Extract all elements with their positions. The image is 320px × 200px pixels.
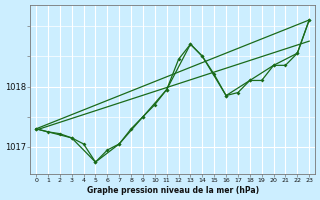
X-axis label: Graphe pression niveau de la mer (hPa): Graphe pression niveau de la mer (hPa): [87, 186, 259, 195]
